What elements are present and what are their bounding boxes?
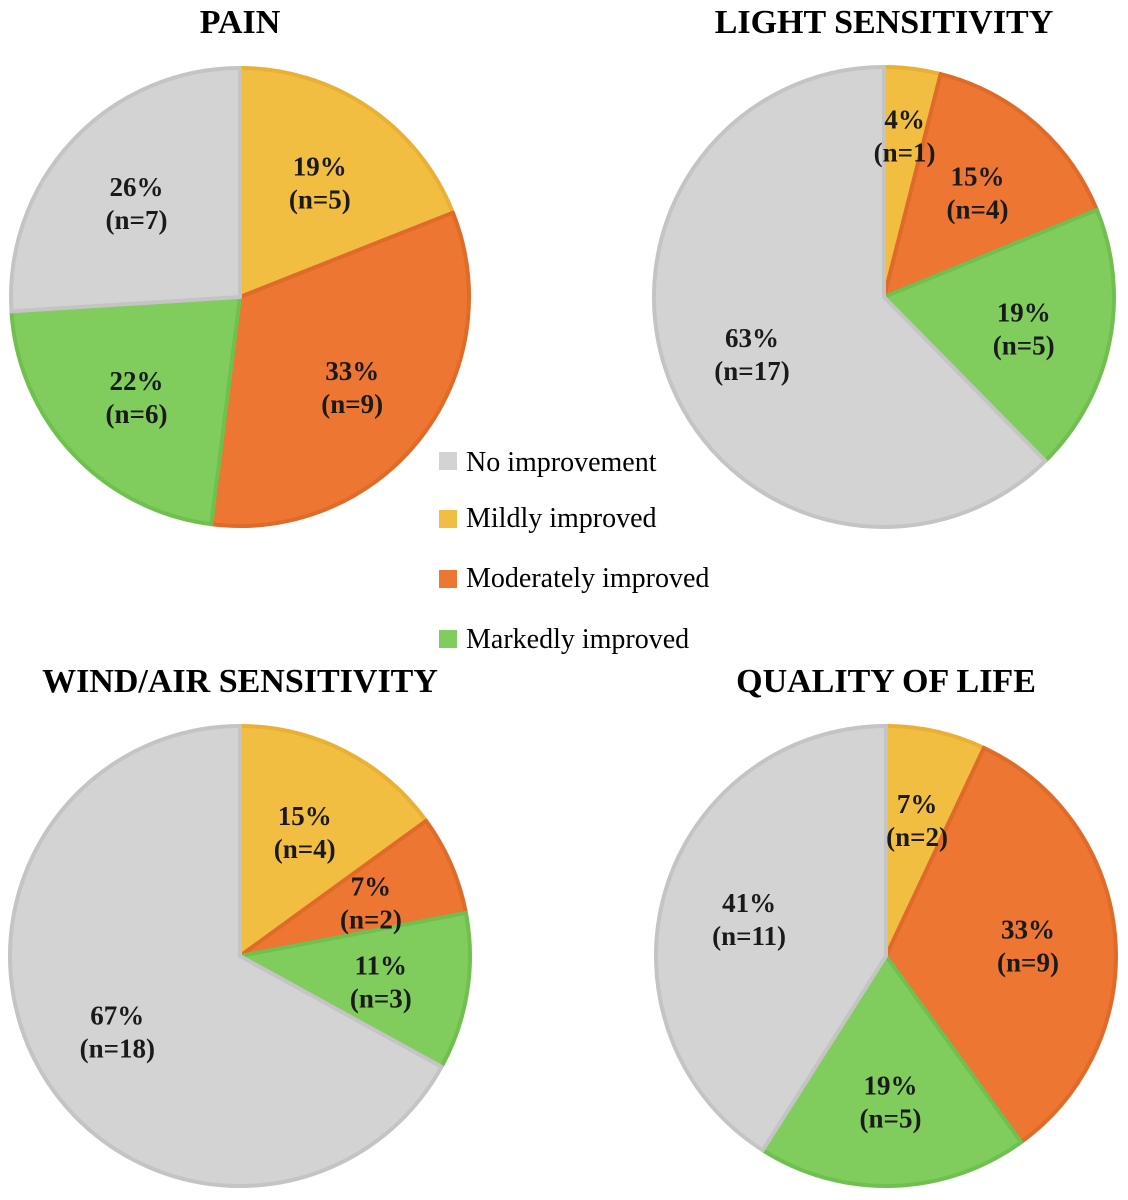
slice-count-label: (n=11): [712, 921, 786, 951]
slice-count-label: (n=5): [860, 1104, 922, 1134]
pie-chart-light-sensitivity: LIGHT SENSITIVITY 4% (n=1)15% (n=4)19% (n=5…: [651, 4, 1116, 529]
slice-count-label: (n=5): [993, 331, 1055, 361]
slice-percent-label: 33%: [325, 356, 379, 386]
slice-count-label: (n=7): [106, 205, 168, 235]
pie-slice-wind-air-sensitivity-mildly-improved: [238, 724, 429, 958]
legend-label-no-improvement: No improvement: [466, 447, 657, 478]
slice-percent-label: 26%: [110, 172, 164, 202]
slice-percent-label: 63%: [725, 323, 779, 353]
slice-percent-label: 7%: [897, 789, 938, 819]
slice-count-label: (n=3): [350, 983, 412, 1013]
slice-label-wind-air-sensitivity-markedly-improved: 11% (n=3): [350, 950, 412, 1013]
slice-label-light-sensitivity-mildly-improved: 4% (n=1): [874, 105, 936, 168]
slice-label-light-sensitivity-no-improvement: 63% (n=17): [714, 323, 789, 386]
pie-slice-light-sensitivity-markedly-improved: [882, 207, 1116, 463]
slice-label-quality-of-life-no-improvement: 41% (n=11): [712, 888, 786, 951]
pie-slice-wind-air-sensitivity-markedly-improved: [238, 910, 472, 1069]
pie-slice-wind-air-sensitivity-no-improvement: [8, 724, 444, 1188]
slice-percent-label: 19%: [864, 1071, 918, 1101]
chart-title-quality-of-life: QUALITY OF LIFE: [736, 663, 1036, 700]
slice-label-pain-markedly-improved: 22% (n=6): [106, 366, 168, 429]
slice-percent-label: 22%: [110, 366, 164, 396]
slice-label-quality-of-life-mildly-improved: 7% (n=2): [886, 789, 948, 852]
legend-swatch-no-improvement: [439, 452, 457, 470]
legend-label-mildly-improved: Mildly improved: [466, 503, 657, 534]
slice-count-label: (n=6): [106, 399, 168, 429]
slice-label-wind-air-sensitivity-mildly-improved: 15% (n=4): [274, 801, 336, 864]
pie-slice-quality-of-life-no-improvement: [654, 724, 888, 1153]
slice-count-label: (n=17): [714, 356, 789, 386]
legend-swatch-moderately-improved: [439, 570, 457, 588]
slice-percent-label: 67%: [90, 1001, 144, 1031]
slice-label-pain-mildly-improved: 19% (n=5): [289, 152, 351, 215]
slice-label-quality-of-life-markedly-improved: 19% (n=5): [860, 1071, 922, 1134]
pie-chart-wind-air-sensitivity: WIND/AIR SENSITIVITY 15% (n=4)7% (n=2)11%(…: [8, 663, 472, 1188]
legend-label-markedly-improved: Markedly improved: [466, 624, 689, 655]
pie-slice-pain-markedly-improved: [9, 295, 242, 527]
legend-swatch-mildly-improved: [439, 510, 457, 528]
slice-count-label: (n=9): [321, 389, 383, 419]
slice-percent-label: 41%: [722, 888, 776, 918]
slice-label-wind-air-sensitivity-moderately-improved: 7% (n=2): [340, 871, 402, 934]
slice-count-label: (n=4): [947, 194, 1009, 224]
slice-percent-label: 19%: [997, 298, 1051, 328]
legend-swatch-markedly-improved: [439, 630, 457, 648]
slice-label-pain-no-improvement: 26% (n=7): [106, 172, 168, 235]
slice-percent-label: 7%: [351, 871, 392, 901]
slice-count-label: (n=2): [886, 822, 948, 852]
slice-count-label: (n=4): [274, 834, 336, 864]
slice-percent-label: 11%: [355, 950, 408, 980]
slice-count-label: (n=18): [80, 1034, 155, 1064]
slice-count-label: (n=9): [997, 948, 1059, 978]
pie-slice-pain-mildly-improved: [238, 66, 455, 299]
slice-count-label: (n=5): [289, 185, 351, 215]
slice-percent-label: 15%: [951, 161, 1005, 191]
pie-slice-quality-of-life-markedly-improved: [760, 954, 1024, 1188]
pie-slice-pain-no-improvement: [9, 66, 242, 314]
legend-label-moderately-improved: Moderately improved: [466, 563, 709, 594]
slice-label-light-sensitivity-moderately-improved: 15% (n=4): [947, 161, 1009, 224]
pie-slice-light-sensitivity-moderately-improved: [882, 72, 1099, 299]
pie-chart-pain: PAIN 19% (n=5) 33% (n=9) 22% (n=6) 26% (n=7): [9, 4, 471, 528]
pie-chart-quality-of-life: QUALITY OF LIFE 7% (n=2) 33% (n=9) 19% (n=5) 4…: [654, 663, 1118, 1188]
slice-label-pain-moderately-improved: 33% (n=9): [321, 356, 383, 419]
pie-slice-pain-moderately-improved: [209, 210, 471, 528]
legend: No improvement Mildly improved Moderatel…: [439, 447, 709, 655]
chart-title-pain: PAIN: [200, 4, 281, 41]
slice-count-label: (n=1): [874, 138, 936, 168]
slice-label-light-sensitivity-markedly-improved: 19% (n=5): [993, 298, 1055, 361]
slice-label-quality-of-life-moderately-improved: 33% (n=9): [997, 915, 1059, 978]
pie-slice-light-sensitivity-no-improvement: [651, 65, 1048, 529]
chart-title-light-sensitivity: LIGHT SENSITIVITY: [715, 4, 1054, 41]
slice-percent-label: 15%: [278, 801, 332, 831]
slice-percent-label: 4%: [884, 105, 925, 135]
slice-count-label: (n=2): [340, 904, 402, 934]
pie-slice-quality-of-life-moderately-improved: [884, 745, 1118, 1145]
slice-percent-label: 19%: [293, 152, 347, 182]
slice-label-wind-air-sensitivity-no-improvement: 67% (n=18): [80, 1001, 155, 1064]
chart-title-wind-air-sensitivity: WIND/AIR SENSITIVITY: [42, 663, 438, 700]
slice-percent-label: 33%: [1001, 915, 1055, 945]
